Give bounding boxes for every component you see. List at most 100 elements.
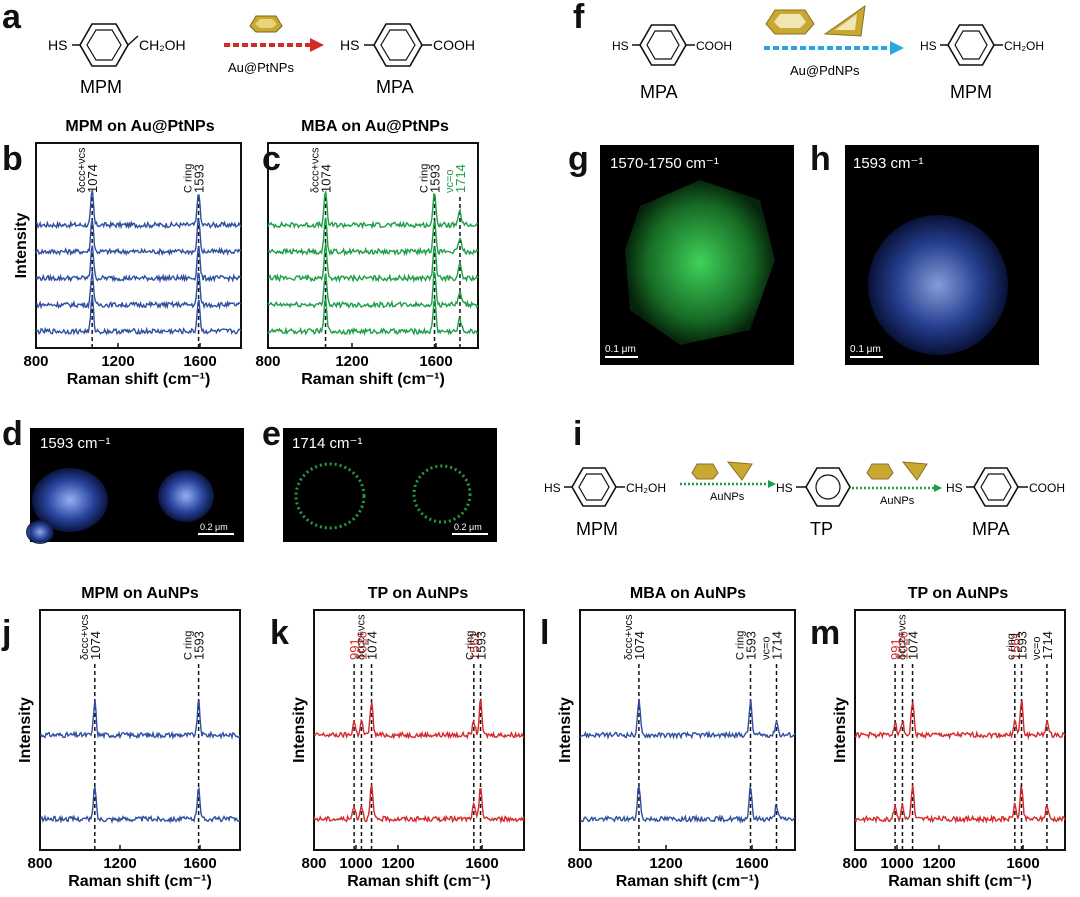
chart-m: TP on AuNPs Intensity Raman shift (cm⁻¹) 80… [832, 585, 1066, 890]
hs-label-i2: HS [776, 481, 793, 495]
panel-letter-a: a [2, 0, 22, 36]
spectrum-line [267, 270, 479, 309]
chart-b: MPM on Au@PtNPs Intensity Raman shift (cm⁻… [13, 118, 242, 388]
spectrum-line [267, 297, 479, 337]
peak-assignment: C ring [465, 631, 477, 660]
mpa-label-a: MPA [376, 77, 414, 97]
x-tick-label: 1200 [649, 855, 682, 872]
chart-j: MPM on AuNPs Intensity Raman shift (cm⁻¹) 8… [17, 585, 241, 890]
nanoplate-icon [249, 15, 283, 33]
benzene-ring-icon [947, 24, 995, 66]
peak-assignment: C ring [183, 631, 195, 660]
spectrum-line [267, 243, 479, 284]
spectrum-line [854, 784, 1066, 824]
peak-label: 1074 [88, 631, 103, 660]
y-axis-label: Intensity [557, 697, 574, 763]
mpm-label-a: MPM [80, 77, 122, 97]
chart-title: TP on AuNPs [908, 585, 1009, 602]
plot-frame [313, 609, 525, 851]
peak-label: 1026 [895, 631, 910, 660]
spectrum-line [580, 786, 796, 824]
arrow-head-icon [768, 480, 776, 488]
peak-label: 1593 [743, 631, 758, 660]
spectrum-line [313, 784, 525, 825]
scale-label-g: 0.1 μm [605, 344, 636, 355]
peak-assignment: δccc+νcs [897, 614, 909, 660]
chart-c: MBA on Au@PtNPs Raman shift (cm⁻¹) 800 1200… [255, 118, 479, 388]
nanoprism-icon [726, 461, 753, 481]
ch2oh-label-i: CH₂OH [626, 481, 666, 495]
scale-label-h: 0.1 μm [850, 344, 881, 355]
benzene-ring-icon [973, 467, 1019, 507]
x-tick-label: 1000 [339, 855, 372, 872]
nanoprism-icon [901, 461, 928, 481]
x-tick-label: 1600 [735, 855, 768, 872]
x-tick-label: 800 [567, 855, 592, 872]
panel-letter-h: h [810, 140, 831, 178]
x-tick-label: 1200 [381, 855, 414, 872]
chart-title: MPM on Au@PtNPs [65, 118, 214, 135]
x-tick-label: 1600 [183, 855, 216, 872]
x-tick-label: 1600 [1006, 855, 1039, 872]
spectrum-line [313, 697, 525, 740]
x-axis-label: Raman shift (cm⁻¹) [67, 371, 211, 388]
peak-label: 1561 [467, 631, 482, 660]
x-tick-label: 800 [23, 353, 48, 370]
x-tick-label: 1200 [922, 855, 955, 872]
peak-label: 1074 [632, 631, 647, 660]
spectrum-line [35, 189, 242, 230]
cooh-label-f: COOH [696, 39, 732, 53]
peak-label: 1026 [354, 631, 369, 660]
arrow-head-icon [310, 38, 324, 52]
plot-frame [39, 609, 241, 851]
spectrum-line [39, 699, 241, 741]
spectrum-line [854, 700, 1066, 741]
bond [127, 35, 139, 46]
map-d-label: 1593 cm⁻¹ [40, 435, 110, 452]
panel-letter-f: f [573, 0, 585, 36]
arrow-head-icon [890, 41, 904, 55]
panel-letter-d: d [2, 415, 23, 453]
x-tick-label: 800 [842, 855, 867, 872]
panel-letter-l: l [540, 614, 549, 652]
plot-frame [854, 609, 1066, 851]
scale-label-d: 0.2 μm [200, 522, 228, 532]
panel-letter-k: k [270, 614, 289, 652]
y-axis-label: Intensity [17, 697, 34, 763]
hs-label-f: HS [612, 39, 629, 53]
spectrum-line [35, 217, 242, 257]
mpa-label-i: MPA [972, 519, 1010, 539]
peak-assignment: C ring [734, 631, 746, 660]
cooh-label-a: COOH [433, 37, 475, 53]
raman-map-g: 1570-1750 cm⁻¹ 0.1 μm [600, 145, 794, 365]
mpm-label-i: MPM [576, 519, 618, 539]
peak-assignment: c ring [1006, 633, 1018, 660]
peak-label: 1074 [85, 164, 100, 193]
x-tick-label: 1600 [465, 855, 498, 872]
chart-title: MBA on AuNPs [630, 585, 746, 602]
peak-label: 1074 [319, 164, 334, 193]
y-axis-label: Intensity [832, 697, 849, 763]
chart-title: TP on AuNPs [368, 585, 469, 602]
x-axis-label: Raman shift (cm⁻¹) [68, 873, 212, 890]
peak-assignment: C ring [183, 164, 195, 193]
peak-assignment: δccc+νcs [310, 147, 322, 193]
panel-letters: a f b c g h d e i j k l m [1, 0, 840, 652]
peak-assignment: δccc+νcs [623, 614, 635, 660]
peak-assignment: νc=o [761, 636, 773, 660]
map-h-label: 1593 cm⁻¹ [853, 155, 923, 172]
hs-label-a: HS [48, 37, 67, 53]
benzene-ring-icon [571, 467, 617, 507]
nanoplate-icon [765, 9, 815, 35]
catalyst-label-i2: AuNPs [880, 495, 915, 507]
panel-letter-m: m [810, 614, 840, 652]
map-g-label: 1570-1750 cm⁻¹ [610, 155, 719, 172]
panel-letter-b: b [2, 140, 23, 178]
scheme-a: HS CH₂OH MPM Au@PtNPs HS COOH MPA [48, 15, 475, 97]
x-axis-label: Raman shift (cm⁻¹) [616, 873, 760, 890]
plot-frame [35, 142, 242, 349]
plot-frame [267, 142, 479, 349]
mpa-label-f: MPA [640, 82, 678, 102]
spectrum-line [35, 296, 242, 336]
